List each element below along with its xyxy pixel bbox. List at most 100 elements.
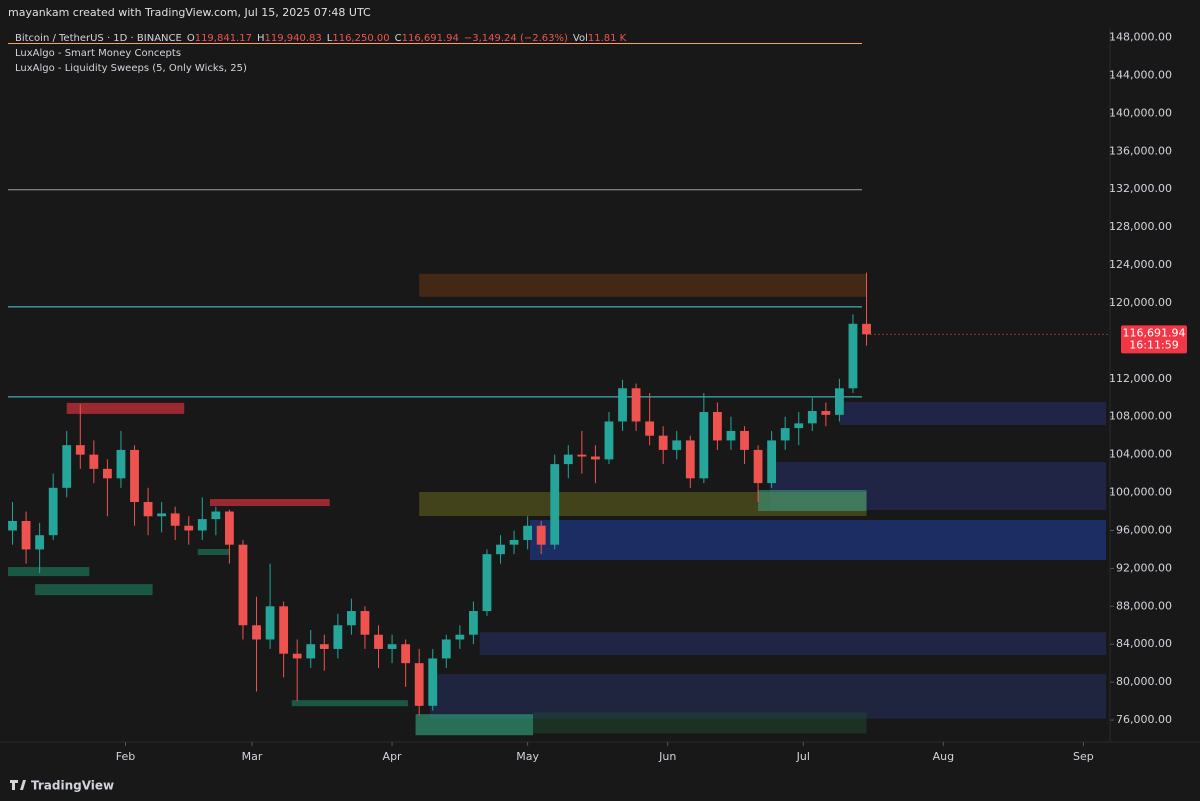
candle-body xyxy=(807,411,817,424)
candle-body xyxy=(618,388,627,422)
candle-body xyxy=(672,440,682,450)
candle-body xyxy=(62,445,72,488)
quote-value: 119,940.83 xyxy=(265,33,322,44)
quote-value: 116,691.94 xyxy=(402,33,459,44)
zone xyxy=(533,712,867,734)
candle-body xyxy=(184,525,194,531)
candle-body xyxy=(197,519,207,531)
x-tick-label: Feb xyxy=(116,750,135,763)
zone xyxy=(415,714,534,736)
y-tick-label: 92,000.00 xyxy=(1116,561,1172,574)
indicator: LuxAlgo - Smart Money Concepts xyxy=(15,48,181,59)
candle-body xyxy=(279,606,289,654)
zone xyxy=(419,273,867,297)
plot xyxy=(8,43,1106,736)
x-tick-label: Apr xyxy=(383,750,403,763)
candle-body xyxy=(740,430,749,450)
quote-line: Bitcoin / TetherUS · 1D · BINANCE O119,84… xyxy=(15,33,627,44)
y-tick-label: 80,000.00 xyxy=(1116,675,1172,688)
y-tick-label: 112,000.00 xyxy=(1109,372,1172,385)
zone xyxy=(479,632,1106,656)
y-tick-label: 140,000.00 xyxy=(1109,106,1172,119)
candle-body xyxy=(225,511,234,545)
y-tick-label: 108,000.00 xyxy=(1109,410,1172,423)
candle-body xyxy=(414,663,424,706)
candle-body xyxy=(170,513,180,526)
y-tick-label: 100,000.00 xyxy=(1109,486,1172,499)
candle-body xyxy=(577,454,587,457)
candle-body xyxy=(536,525,546,545)
candle-body xyxy=(862,323,871,335)
symbol: Bitcoin / TetherUS · 1D · BINANCE xyxy=(15,33,182,44)
last-price-box xyxy=(1121,325,1187,354)
candle-body xyxy=(496,544,505,555)
candle-body xyxy=(48,487,58,536)
x-tick-label: Aug xyxy=(933,750,954,763)
candle-body xyxy=(455,634,465,640)
quote-label: H xyxy=(257,33,265,44)
y-tick-label: 120,000.00 xyxy=(1109,296,1172,309)
candle-body xyxy=(794,423,804,429)
zone xyxy=(758,489,867,512)
quote-value: −3,149.24 (−2.63%) xyxy=(464,33,568,44)
candle-body xyxy=(713,411,722,441)
candle-body xyxy=(211,511,221,520)
x-tick-label: Mar xyxy=(242,750,263,763)
y-tick-label: 144,000.00 xyxy=(1109,68,1172,81)
y-tick-label: 76,000.00 xyxy=(1116,713,1172,726)
y-tick-label: 84,000.00 xyxy=(1116,637,1172,650)
candle-body xyxy=(469,611,478,635)
x-tick-label: Sep xyxy=(1073,750,1094,763)
x-tick-label: Jul xyxy=(796,750,810,763)
candle-body xyxy=(753,449,763,484)
candle-body xyxy=(658,435,668,450)
candle-body xyxy=(428,658,438,706)
quote-value: 11.81 K xyxy=(588,33,627,44)
zone xyxy=(839,401,1106,425)
quote-label: L xyxy=(327,33,333,44)
candle-body xyxy=(374,634,383,649)
quote-label: Vol xyxy=(573,33,588,44)
candle-body xyxy=(116,449,126,479)
countdown: 16:11:59 xyxy=(1129,338,1178,351)
zone xyxy=(529,520,1106,561)
y-tick-label: 104,000.00 xyxy=(1109,448,1172,461)
candle-body xyxy=(252,625,261,640)
candle-body xyxy=(441,639,451,659)
candle-body xyxy=(685,440,695,479)
candle-body xyxy=(523,525,533,540)
candle-body xyxy=(780,428,790,441)
candle-body xyxy=(75,445,85,455)
zone xyxy=(209,499,330,507)
zone xyxy=(291,700,408,707)
candle-body xyxy=(333,625,343,649)
candle-body xyxy=(591,456,600,460)
candle-body xyxy=(387,644,397,649)
candle-body xyxy=(563,454,573,465)
candle-body xyxy=(21,520,31,550)
logo-icon xyxy=(10,780,26,790)
y-tick-label: 96,000.00 xyxy=(1116,523,1172,536)
candle-body xyxy=(130,449,139,503)
candle-body xyxy=(306,644,316,659)
quote-value: 116,250.00 xyxy=(332,33,389,44)
y-tick-label: 128,000.00 xyxy=(1109,220,1172,233)
candle-body xyxy=(726,430,736,441)
candle-body xyxy=(265,606,275,640)
candle-body xyxy=(89,454,99,469)
candle-body xyxy=(631,388,641,422)
candle-body xyxy=(8,520,17,531)
zone xyxy=(35,584,153,596)
y-tick-label: 88,000.00 xyxy=(1116,599,1172,612)
candle-body xyxy=(821,411,831,415)
y-tick-label: 132,000.00 xyxy=(1109,182,1172,195)
candle-body xyxy=(604,421,614,460)
zone xyxy=(197,549,230,556)
quote-label: C xyxy=(395,33,402,44)
x-tick-label: May xyxy=(516,750,539,763)
last-price-label: 116,691.94 xyxy=(1123,326,1186,339)
candle-body xyxy=(401,644,411,664)
candle-body xyxy=(360,611,370,635)
